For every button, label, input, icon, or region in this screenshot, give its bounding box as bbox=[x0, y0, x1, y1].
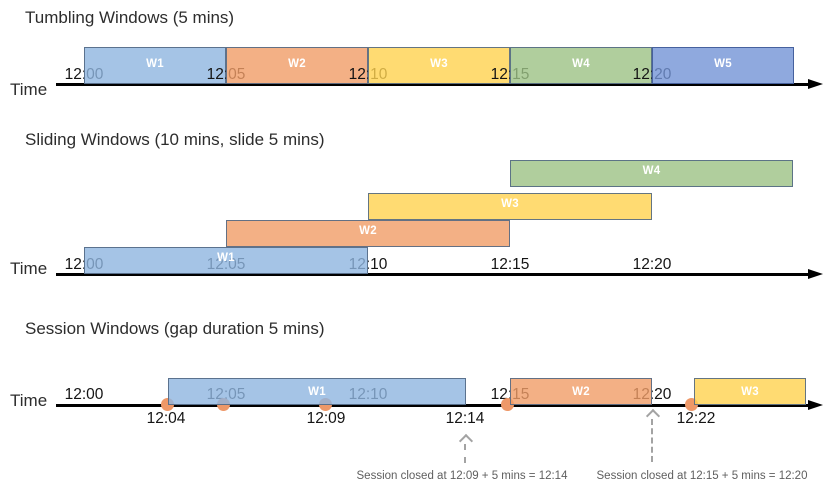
sliding-timeline bbox=[56, 273, 810, 276]
session-close-arrowhead-icon bbox=[645, 408, 661, 424]
window-label: W5 bbox=[714, 58, 732, 70]
tumbling-timeline bbox=[56, 83, 810, 86]
session-close-annotation-2: Session closed at 12:15 + 5 mins = 12:20 bbox=[596, 470, 808, 482]
window-label: W3 bbox=[501, 197, 519, 210]
event-time-label-1222: 12:22 bbox=[676, 410, 716, 427]
tumbling-window-w2: W2 bbox=[226, 47, 368, 84]
sliding-section-title: Sliding Windows (10 mins, slide 5 mins) bbox=[25, 130, 325, 149]
tumbling-time-axis-label: Time bbox=[10, 80, 48, 99]
event-time-label-1214: 12:14 bbox=[445, 410, 485, 427]
tumbling-section-title: Tumbling Windows (5 mins) bbox=[25, 8, 235, 27]
tumbling-window-w5: W5 bbox=[652, 47, 794, 84]
session-tick-1200: 12:00 bbox=[64, 386, 104, 403]
event-time-label-1204: 12:04 bbox=[146, 410, 186, 427]
window-label: W2 bbox=[572, 385, 590, 398]
tumbling-window-w1: W1 bbox=[84, 47, 226, 84]
window-label: W2 bbox=[288, 58, 306, 70]
window-label: W1 bbox=[308, 385, 326, 398]
sliding-window-w3: W3 bbox=[368, 193, 652, 220]
tumbling-window-w3: W3 bbox=[368, 47, 510, 84]
sliding-window-w4: W4 bbox=[510, 160, 793, 187]
session-close-arrowhead-icon bbox=[458, 433, 474, 449]
sliding-window-w2: W2 bbox=[226, 220, 510, 247]
tumbling-window-w4: W4 bbox=[510, 47, 652, 84]
sliding-time-axis-label: Time bbox=[10, 259, 48, 278]
window-label: W1 bbox=[217, 251, 235, 264]
tumbling-timeline-arrowhead-icon bbox=[808, 79, 823, 89]
session-close-arrow-line bbox=[651, 419, 653, 462]
session-section-title: Session Windows (gap duration 5 mins) bbox=[25, 319, 325, 338]
window-label: W4 bbox=[642, 164, 661, 177]
sliding-window-w1: W1 bbox=[84, 247, 368, 274]
session-time-axis-label: Time bbox=[10, 391, 48, 410]
event-time-label-1209: 12:09 bbox=[306, 410, 346, 427]
session-close-annotation-1: Session closed at 12:09 + 5 mins = 12:14 bbox=[356, 470, 568, 482]
session-window-w3: W3 bbox=[694, 378, 806, 405]
session-window-w2: W2 bbox=[510, 378, 652, 405]
sliding-tick-1215: 12:15 bbox=[490, 256, 530, 273]
window-label: W3 bbox=[430, 58, 448, 70]
session-close-arrow-line bbox=[464, 444, 466, 463]
session-timeline bbox=[56, 404, 810, 407]
window-label: W1 bbox=[146, 58, 164, 70]
sliding-timeline-arrowhead-icon bbox=[808, 269, 823, 279]
window-label: W2 bbox=[359, 224, 377, 237]
window-label: W4 bbox=[572, 58, 590, 70]
sliding-tick-1220: 12:20 bbox=[632, 256, 672, 273]
session-window-w1: W1 bbox=[168, 378, 466, 405]
session-timeline-arrowhead-icon bbox=[808, 400, 823, 410]
window-label: W3 bbox=[741, 385, 759, 398]
